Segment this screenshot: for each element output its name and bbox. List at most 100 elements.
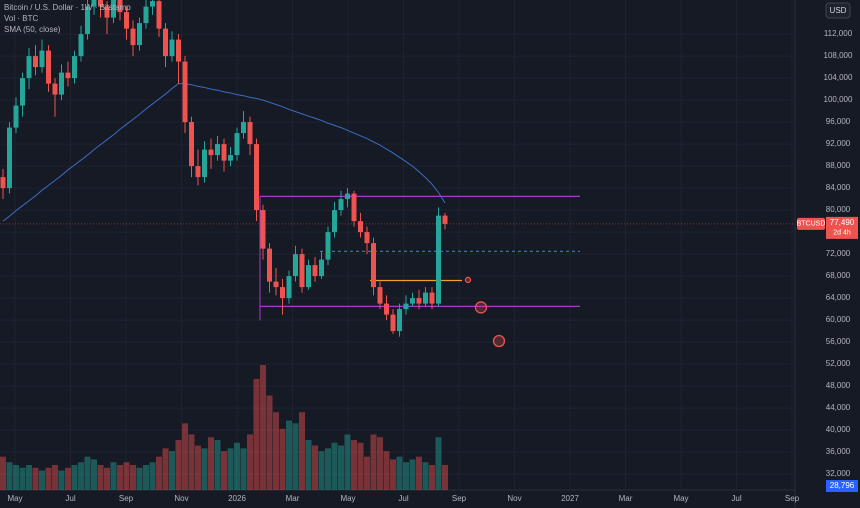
candle-body: [234, 133, 240, 156]
candle-body: [143, 6, 149, 24]
volume-bar: [299, 412, 305, 490]
volume-bar: [65, 467, 71, 490]
x-tick-label: 2027: [561, 494, 579, 503]
candle-body: [78, 34, 84, 57]
volume-bar: [435, 437, 442, 490]
volume-bar: [45, 467, 52, 490]
volume-bar: [13, 465, 19, 490]
volume-bar: [162, 448, 169, 490]
candle-body: [397, 309, 402, 332]
volume-bar: [234, 442, 240, 490]
candle-body: [59, 72, 64, 95]
volume-bar: [84, 456, 91, 490]
volume-bar: [169, 451, 175, 490]
countdown: 2d 4h: [833, 230, 851, 237]
x-tick-label: Mar: [286, 494, 300, 503]
volume-bar: [422, 462, 429, 490]
axes: 32,000 36,000 40,000 44,000 48,000 52,000 56,0…: [7, 29, 858, 503]
y-tick-label: 44,000: [826, 403, 851, 412]
volume-bar: [429, 465, 435, 490]
volume-bar: [409, 459, 416, 490]
volume-pane: [0, 365, 448, 490]
volume-bar: [279, 428, 286, 490]
currency-badge[interactable]: [825, 2, 851, 19]
volume-bar: [331, 442, 338, 490]
volume-bar: [247, 434, 253, 490]
volume-bar: [6, 462, 13, 490]
y-tick-label: 112,000: [824, 29, 853, 38]
y-tick-label: 40,000: [826, 425, 851, 434]
volume-bar: [325, 448, 331, 490]
x-tick-label: Jul: [398, 494, 408, 503]
candle-body: [20, 78, 25, 106]
volume-bar: [227, 448, 234, 490]
x-tick-label: 2026: [228, 494, 246, 503]
candle-body: [254, 144, 259, 211]
candle-body: [182, 61, 188, 123]
volume-bar: [0, 456, 6, 490]
candle-body: [377, 287, 383, 304]
volume-bar: [403, 462, 409, 490]
candle-body: [273, 281, 279, 288]
candle-body: [0, 177, 6, 189]
indicator-label: SMA (50, close): [4, 25, 61, 34]
volume-bar: [71, 465, 78, 490]
y-tick-label: 56,000: [826, 337, 851, 346]
candle-body: [338, 199, 344, 211]
currency[interactable]: USD: [830, 6, 847, 15]
candle-body: [286, 276, 292, 299]
x-tick-label: Nov: [174, 494, 188, 503]
volume-bar: [377, 437, 383, 490]
volume-bar: [442, 465, 448, 490]
candle-body: [65, 72, 71, 79]
volume-bar: [318, 451, 325, 490]
candle-body: [13, 105, 19, 128]
candle-body: [208, 149, 214, 156]
y-tick-label: 104,000: [824, 73, 853, 82]
chart-title: Bitcoin / U.S. Dollar · 1W · Bitstamp: [4, 3, 131, 12]
volume-bar: [182, 423, 188, 490]
x-tick-label: May: [673, 494, 688, 503]
marker-circle: [464, 276, 472, 284]
drawings: [0, 83, 795, 348]
volume-bar: [195, 445, 201, 490]
candle-body: [280, 287, 285, 299]
candle-body: [442, 215, 448, 224]
y-tick-label: 36,000: [826, 447, 851, 456]
candle-body: [98, 0, 103, 7]
volume-bar: [39, 470, 45, 490]
symbol-badge: [797, 217, 825, 230]
volume-bar: [19, 467, 26, 490]
x-tick-label: Jul: [731, 494, 741, 503]
volume-bar: [58, 470, 65, 490]
candle-body: [104, 6, 110, 18]
volume-bar: [273, 412, 279, 490]
volume-bar: [312, 445, 318, 490]
volume-bar: [117, 465, 123, 490]
candle-body: [39, 50, 45, 68]
candle-body: [247, 122, 253, 145]
candle-body: [306, 265, 311, 288]
y-tick-label: 84,000: [826, 183, 851, 192]
candle-body: [364, 232, 370, 244]
candle-body: [176, 39, 181, 62]
candle-body: [111, 0, 116, 18]
candle-body: [416, 298, 422, 304]
volume-last-label: 28,796: [830, 481, 855, 490]
volume-bar: [188, 434, 195, 490]
candle-body: [215, 144, 220, 156]
candle-body: [423, 292, 428, 304]
y-tick-label: 100,000: [824, 95, 853, 104]
candle-body: [26, 56, 32, 79]
volume-bar: [266, 395, 273, 490]
candle-body: [150, 1, 155, 7]
volume-bar: [305, 440, 312, 490]
y-tick-label: 80,000: [826, 205, 851, 214]
volume-bar: [149, 462, 156, 490]
candle-body: [91, 0, 97, 7]
candle-body: [358, 221, 363, 233]
volume-bar: [104, 467, 110, 490]
candle-body: [33, 56, 38, 68]
y-tick-label: 72,000: [826, 249, 851, 258]
